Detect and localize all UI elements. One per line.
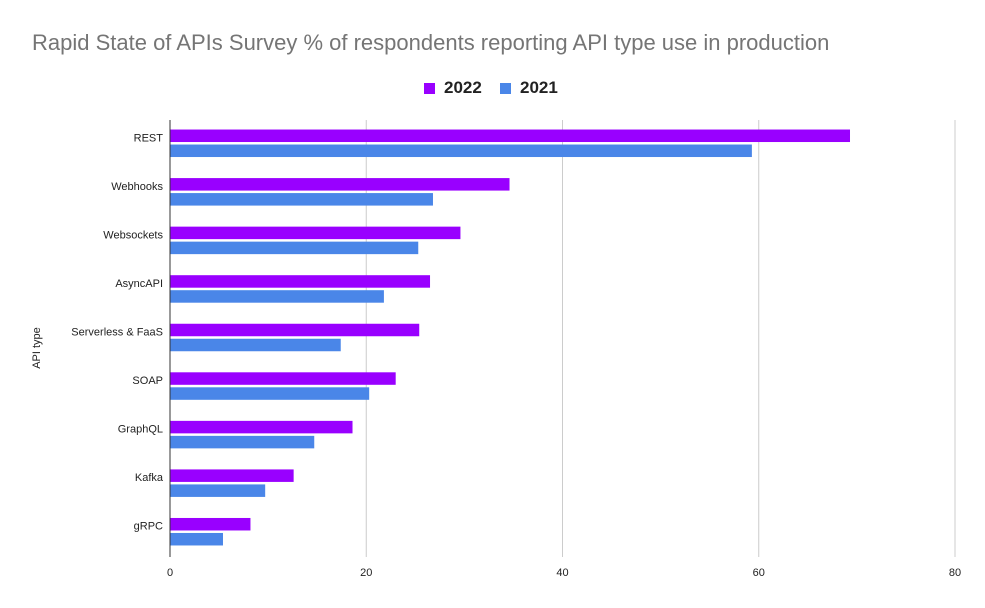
y-tick-label-webhooks: Webhooks: [111, 181, 163, 193]
legend-swatch-2021: [500, 82, 511, 94]
legend: 2022 2021: [0, 78, 985, 102]
x-tick-label-60: 60: [753, 567, 765, 579]
x-tick-label-80: 80: [949, 567, 961, 579]
legend-label-2022: 2022: [444, 78, 482, 97]
x-tick-label-20: 20: [360, 567, 372, 579]
chart-title: Rapid State of APIs Survey % of responde…: [32, 30, 830, 55]
x-tick-label-40: 40: [556, 567, 568, 579]
y-tick-label-rest: REST: [134, 132, 164, 144]
bar-asyncapi-2022: [170, 275, 431, 288]
bar-soap-2022: [170, 372, 396, 385]
legend-item-2022: 2022: [424, 78, 482, 98]
x-tick-labels: 0 20 40 60 80: [167, 567, 961, 579]
bar-websockets-2021: [170, 241, 419, 255]
bar-graphql-2022: [170, 420, 353, 434]
legend-swatch-2022: [424, 82, 435, 94]
legend-label-2021: 2021: [520, 78, 558, 97]
bar-serverless-faas-2022: [170, 323, 420, 337]
bars: [170, 129, 851, 546]
bar-asyncapi-2021: [170, 290, 384, 303]
x-tick-label-0: 0: [167, 567, 173, 579]
bar-kafka-2021: [170, 484, 266, 497]
y-tick-label-serverless-faas: Serverless & FaaS: [71, 327, 163, 339]
y-tick-label-soap: SOAP: [132, 375, 163, 387]
y-tick-label-asyncapi: AsyncAPI: [115, 278, 163, 290]
bar-grpc-2021: [170, 532, 223, 546]
bar-graphql-2021: [170, 435, 315, 449]
y-tick-label-kafka: Kafka: [135, 472, 164, 484]
y-tick-label-websockets: Websockets: [103, 229, 163, 241]
y-tick-labels: REST Webhooks Websockets AsyncAPI Serverless…: [71, 132, 164, 532]
bar-webhooks-2021: [170, 193, 433, 206]
gridlines: [365, 120, 956, 557]
bar-kafka-2022: [170, 469, 294, 482]
bar-webhooks-2022: [170, 178, 510, 191]
bar-grpc-2022: [170, 517, 251, 531]
bar-serverless-faas-2021: [170, 338, 341, 352]
y-axis-title: API type: [31, 327, 43, 369]
y-tick-label-grpc: gRPC: [134, 521, 163, 533]
legend-item-2021: 2021: [500, 78, 558, 98]
y-tick-label-graphql: GraphQL: [118, 424, 163, 436]
bar-websockets-2022: [170, 226, 461, 240]
bar-rest-2021: [170, 144, 752, 158]
bar-soap-2021: [170, 387, 370, 400]
bar-rest-2022: [170, 129, 851, 143]
